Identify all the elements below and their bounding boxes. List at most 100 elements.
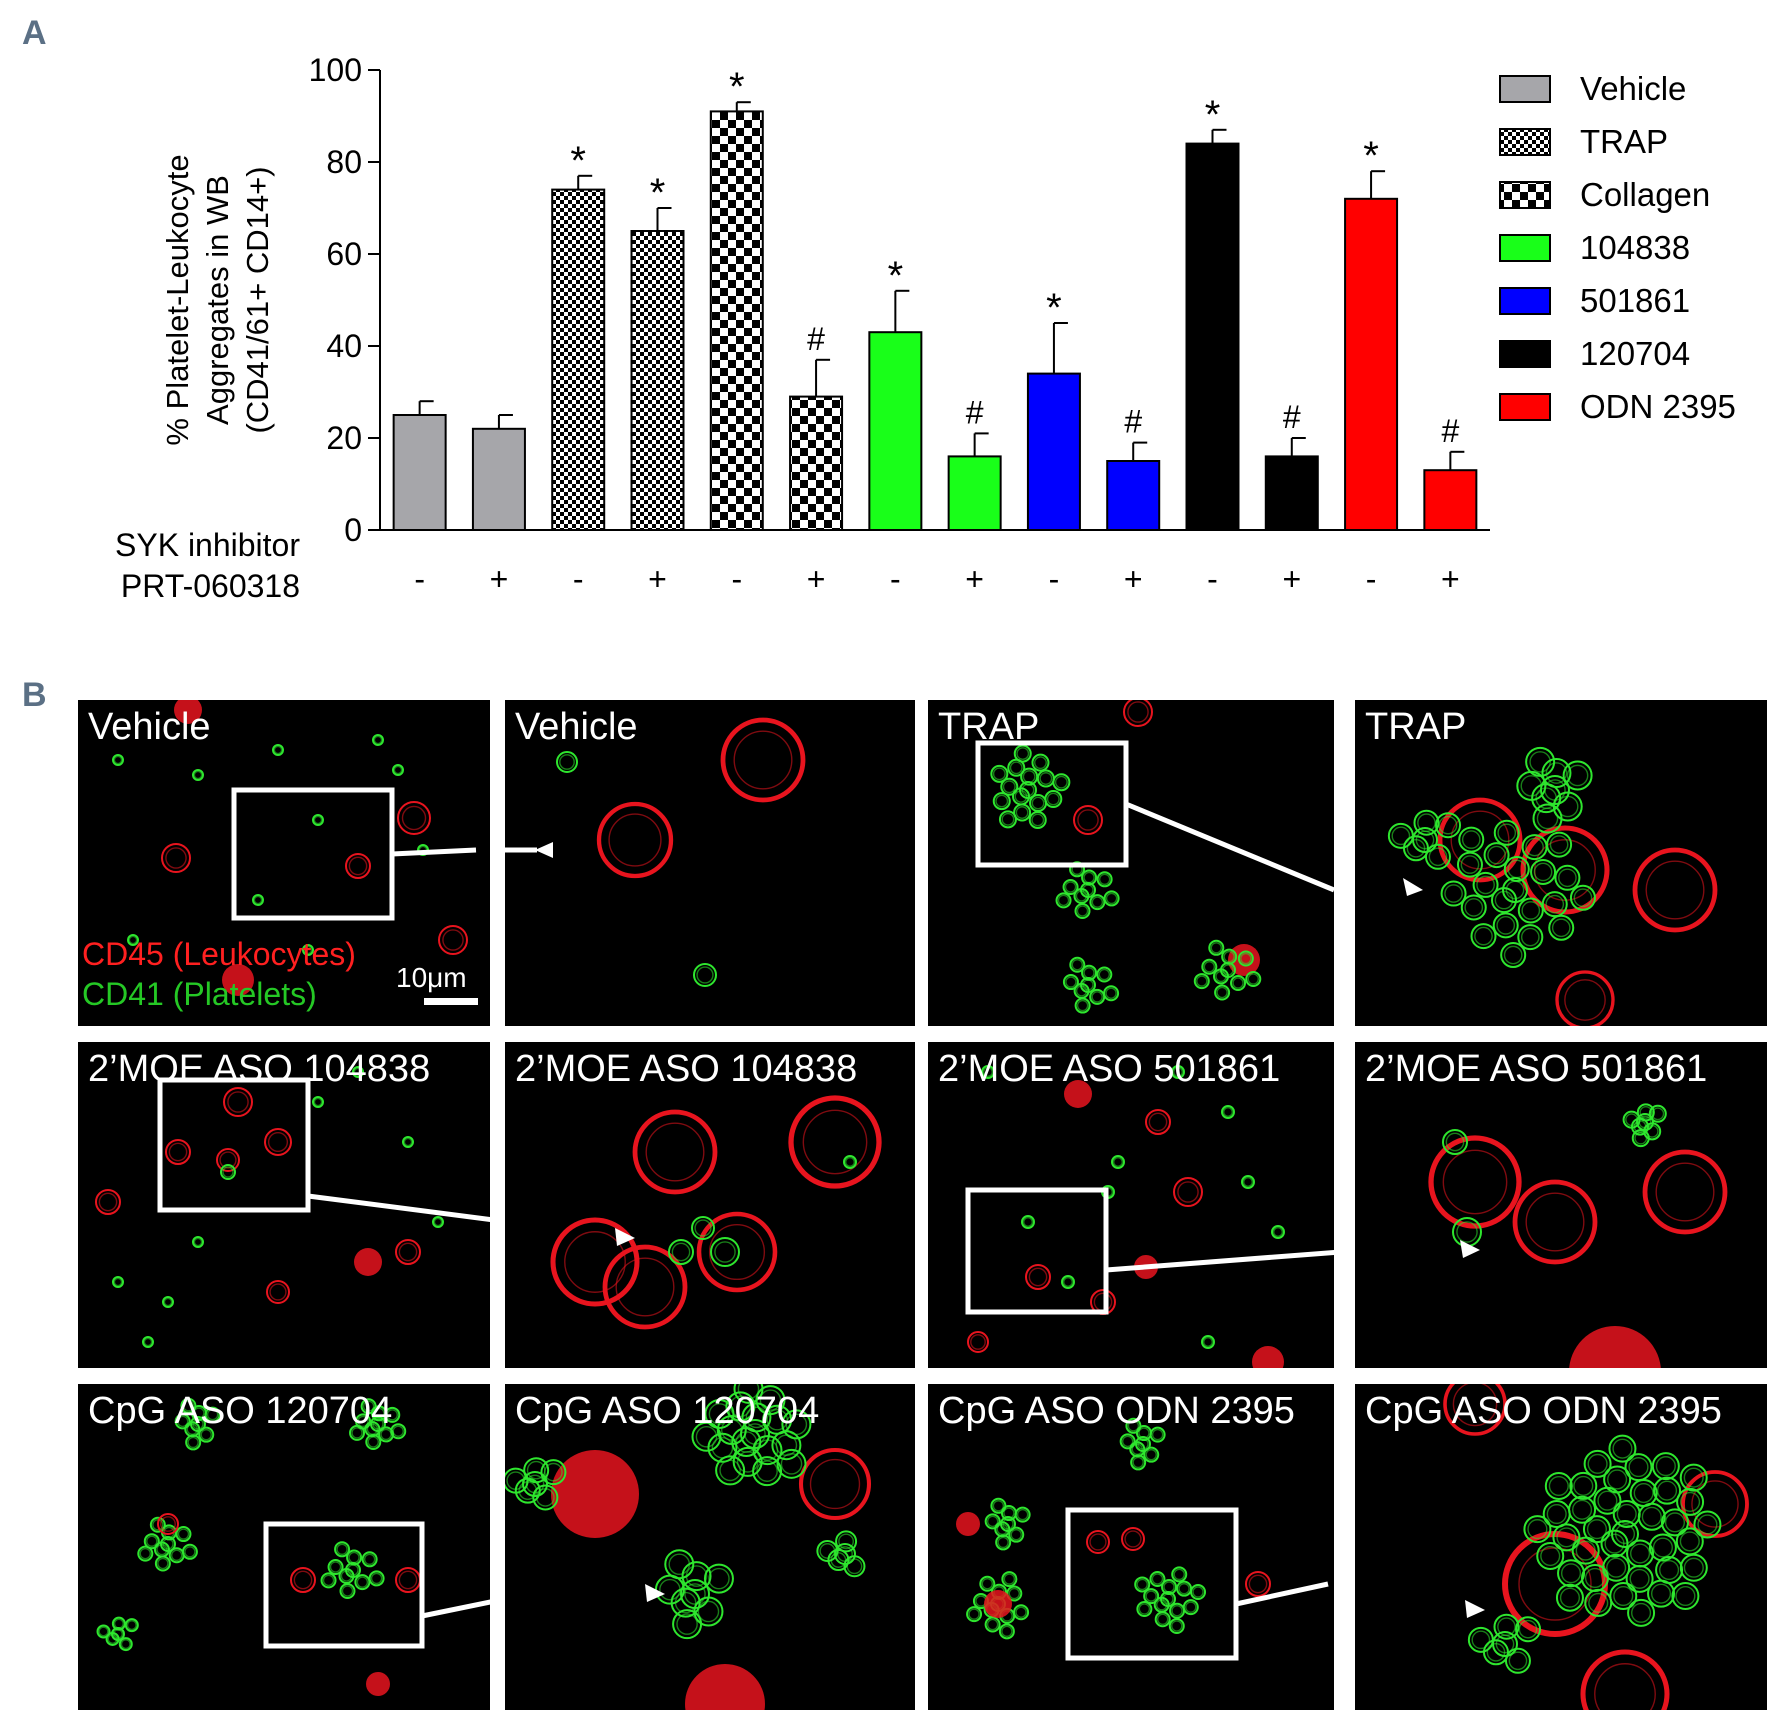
legend-swatch <box>1499 340 1551 368</box>
cell <box>1134 1576 1151 1593</box>
cell-inner <box>200 1428 212 1441</box>
micrograph-image <box>96 1397 490 1696</box>
cell-inner <box>1417 813 1436 833</box>
cell-inner <box>1131 1443 1144 1455</box>
cell-inner <box>1628 1457 1649 1478</box>
cell-inner <box>694 1219 712 1237</box>
cell-inner <box>107 1633 118 1644</box>
micrograph-label: Vehicle <box>515 706 638 748</box>
cell <box>1008 1526 1025 1543</box>
cell-inner <box>139 1547 152 1560</box>
cell <box>162 1296 174 1308</box>
legend-label: 501861 <box>1580 282 1690 319</box>
zoom-arrow <box>1125 801 1334 893</box>
cell-inner <box>186 1423 199 1435</box>
cell-inner <box>1679 1531 1700 1552</box>
y-axis-label-line: Aggregates in WB <box>200 175 235 425</box>
cell-inner <box>809 1458 861 1510</box>
cell <box>266 1280 290 1304</box>
cell <box>843 1155 857 1169</box>
cell-inner <box>1625 1113 1639 1127</box>
x-tick-label: - <box>890 561 901 597</box>
cell-inner <box>356 1576 369 1588</box>
cell <box>395 1239 421 1265</box>
cell-inner <box>1177 1181 1199 1203</box>
cell <box>1424 843 1451 870</box>
cell <box>1103 985 1120 1002</box>
cell <box>1221 948 1238 965</box>
cell-inner <box>1604 1533 1625 1554</box>
x-tick-label: - <box>573 561 584 597</box>
cell-inner <box>1124 1530 1142 1548</box>
cell <box>1245 1571 1271 1597</box>
cell <box>1214 984 1231 1001</box>
cell <box>1230 975 1247 992</box>
cell <box>715 1455 746 1486</box>
cell <box>1676 1487 1705 1516</box>
cell <box>1493 819 1520 846</box>
cell-inner <box>177 1528 190 1540</box>
cell-inner <box>733 730 793 790</box>
cell <box>1608 1434 1637 1463</box>
cell-inner <box>146 1535 158 1547</box>
cell-inner <box>1089 1533 1107 1551</box>
cell <box>112 754 124 766</box>
cell-inner <box>341 1585 354 1597</box>
cell <box>368 1570 385 1587</box>
cell-inner <box>160 1516 176 1532</box>
y-axis-label: % Platelet-Leukocyte Aggregates in WB (CD4… <box>160 154 275 445</box>
zoom-arrow <box>307 1193 490 1222</box>
cell <box>1603 1465 1632 1494</box>
cell <box>1086 1530 1110 1554</box>
stain-legend-green: CD41 (Platelets) <box>82 976 317 1012</box>
micrograph-label: CpG ASO 120704 <box>515 1390 820 1432</box>
cell <box>1121 1527 1145 1551</box>
significance-label: # <box>966 394 984 430</box>
cell-inner <box>1064 881 1077 893</box>
cell-inner <box>1215 970 1227 983</box>
zoom-arrow <box>1105 1249 1334 1273</box>
cell-inner <box>1138 1427 1150 1439</box>
cell-inner <box>1173 1568 1185 1581</box>
cell-inner <box>1105 892 1118 905</box>
cell-inner <box>1575 1540 1596 1561</box>
cell-inner <box>386 1409 399 1421</box>
cell <box>1517 924 1544 951</box>
cell <box>1271 1225 1285 1239</box>
cell-inner <box>1518 1619 1538 1639</box>
cell-inner <box>1545 894 1565 914</box>
cell-inner <box>1460 855 1480 874</box>
panel-a-letter: A <box>22 14 47 52</box>
cell <box>1145 1109 1171 1135</box>
cell <box>180 1397 197 1414</box>
cell <box>1583 1449 1612 1478</box>
cell <box>1154 1611 1171 1628</box>
cell <box>1119 1433 1136 1450</box>
cell-inner <box>143 1337 153 1347</box>
cell-inner <box>1022 770 1036 784</box>
cell <box>222 964 254 996</box>
cell <box>154 1555 171 1572</box>
bars: * * * # * # * # * # * # <box>392 65 1478 532</box>
cell-inner <box>802 1109 868 1175</box>
x-tick-label: - <box>414 561 425 597</box>
cell <box>1437 797 1523 883</box>
cell <box>1460 894 1487 921</box>
cell <box>1458 826 1485 853</box>
cell-inner <box>671 1242 691 1262</box>
y-tick-label: 0 <box>344 512 362 548</box>
cell-inner <box>1560 1563 1582 1584</box>
cell <box>354 1248 382 1276</box>
cell-inner <box>1163 1581 1175 1593</box>
cell <box>137 1545 154 1562</box>
micrograph-overview: Vehicle CD45 (Leukocytes) CD41 (Platelets)… <box>78 700 490 1026</box>
cell-inner <box>403 1137 413 1147</box>
cell <box>1228 944 1260 976</box>
cell-inner <box>1613 1585 1634 1607</box>
cell <box>366 1672 390 1696</box>
cell <box>596 801 674 879</box>
cell <box>361 1551 378 1568</box>
cell <box>438 925 468 955</box>
cell-inner <box>780 1453 803 1475</box>
cell-inner <box>1171 1604 1183 1617</box>
